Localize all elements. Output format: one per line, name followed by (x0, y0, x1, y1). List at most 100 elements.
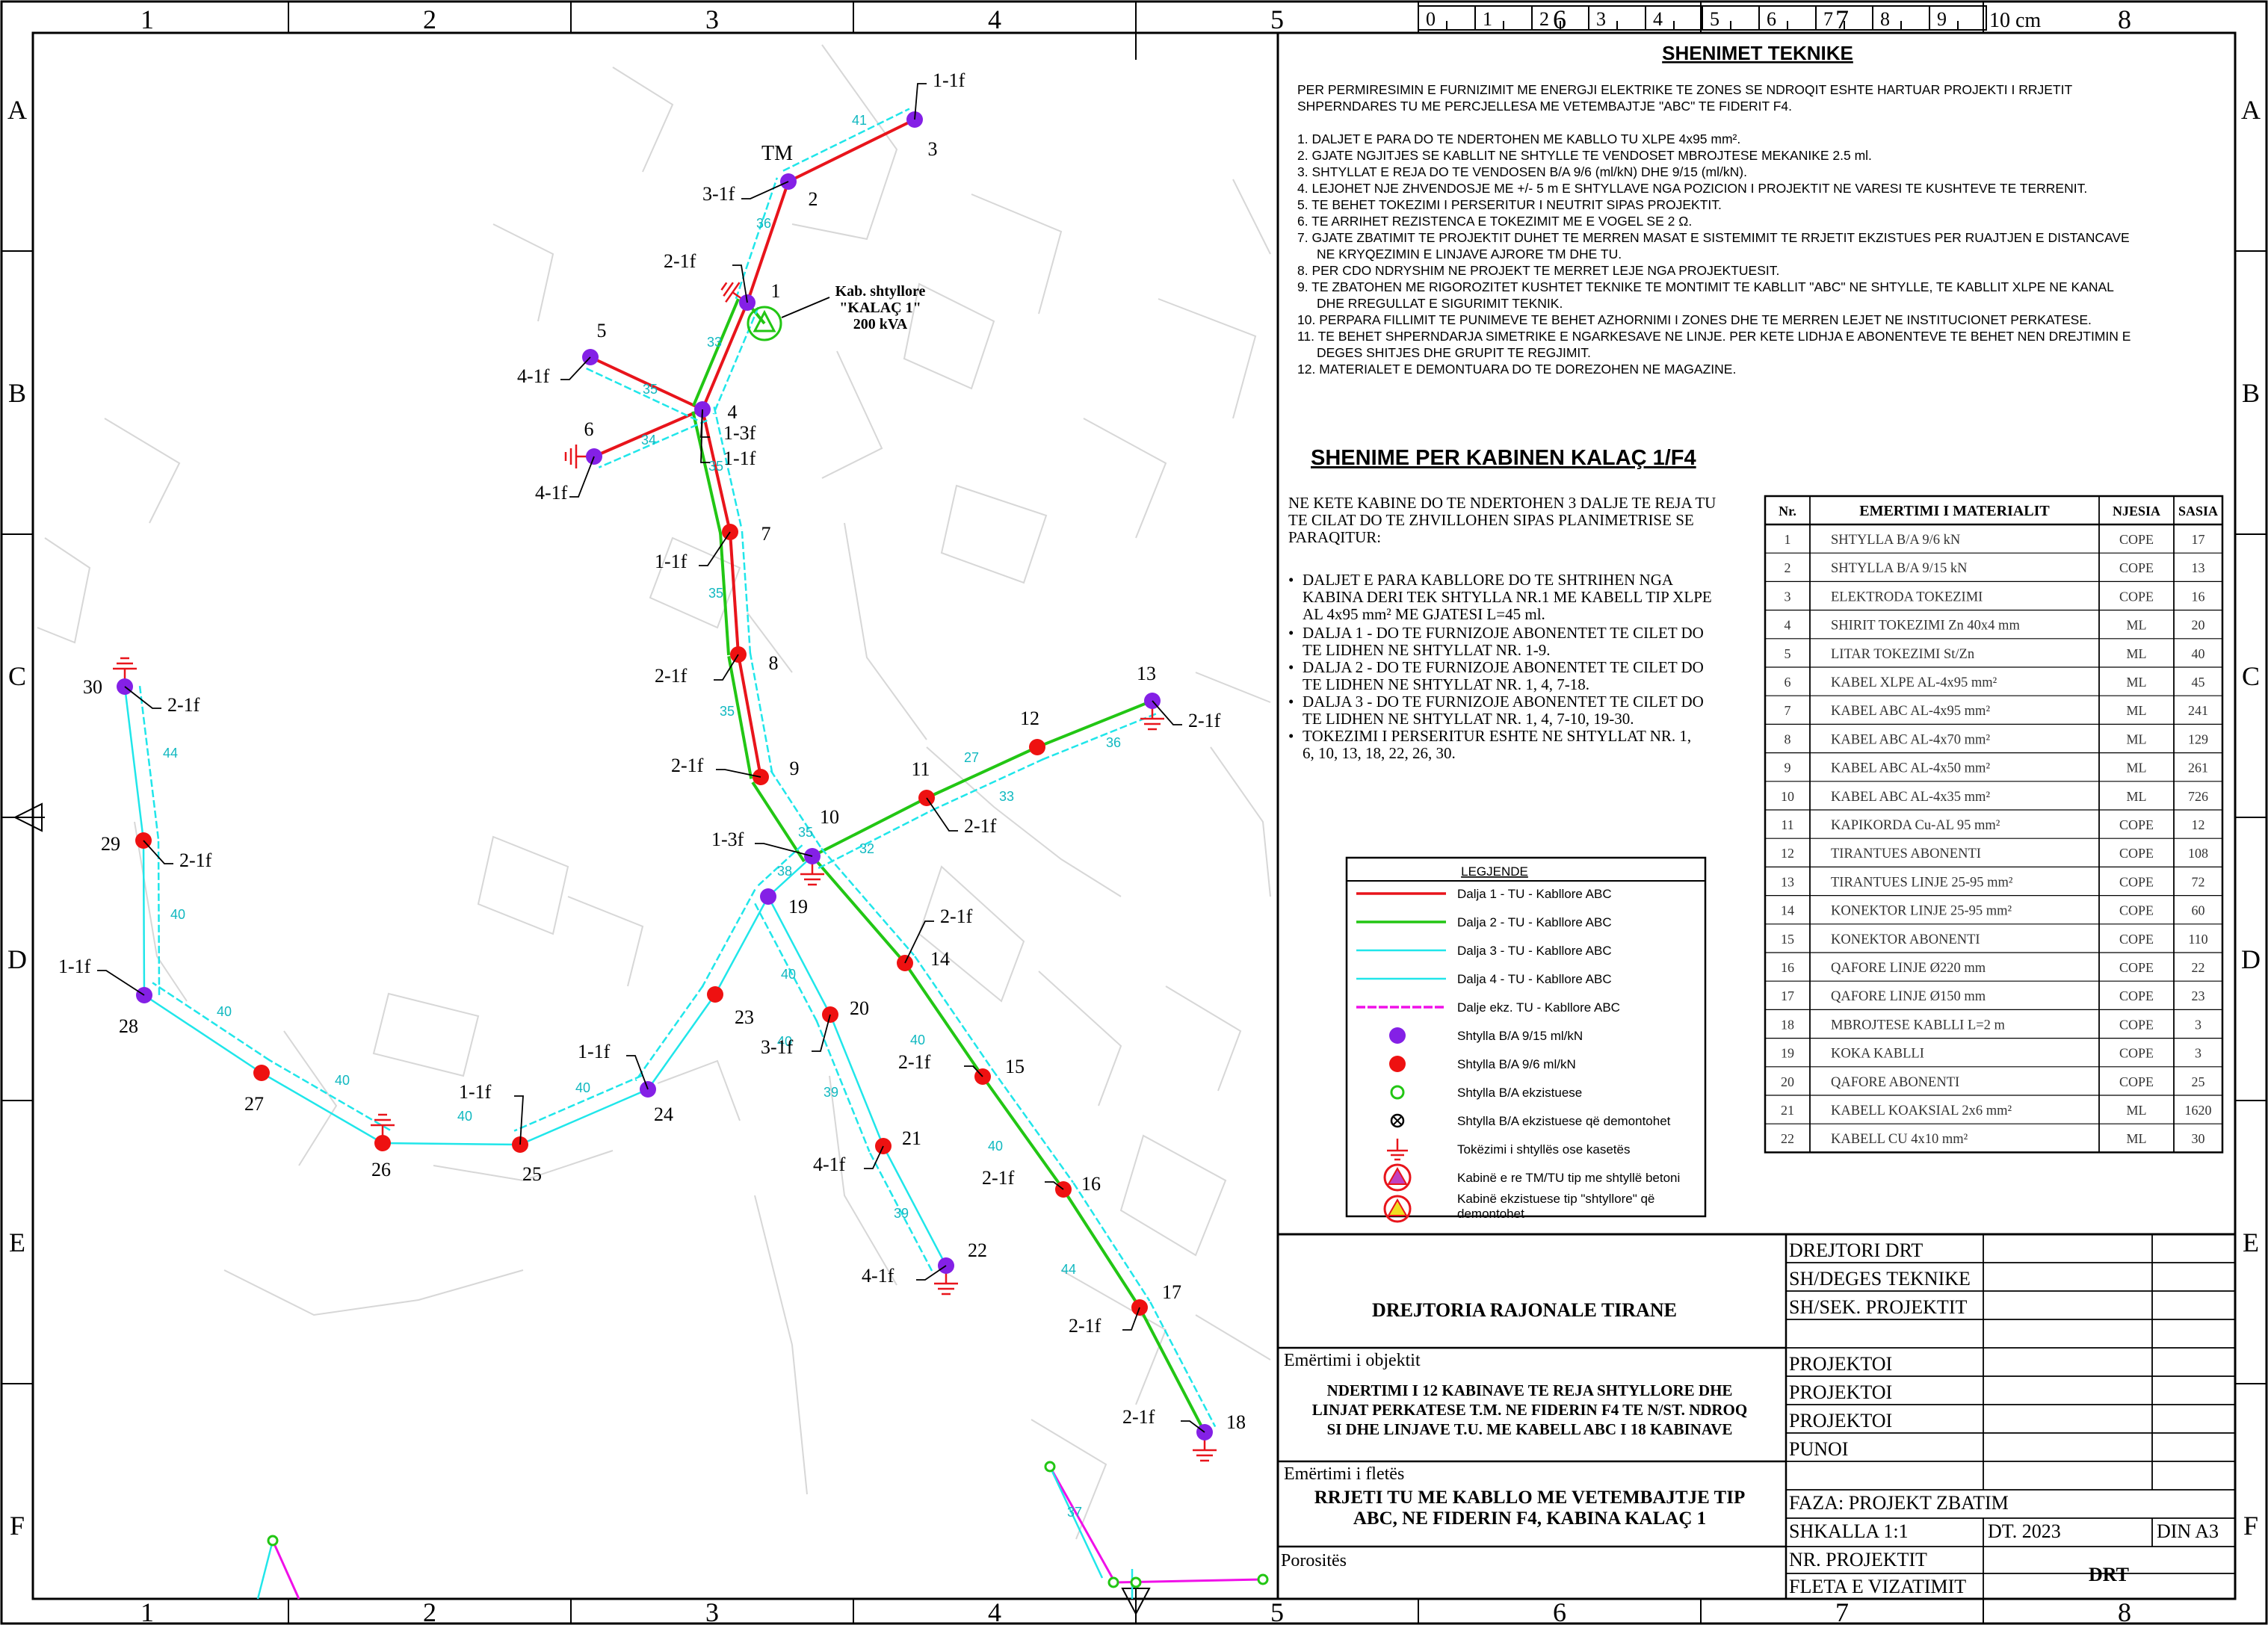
line-dalja-1 (746, 181, 790, 303)
line-dalja-3 (142, 840, 146, 996)
table-cell: 7 (1785, 703, 1791, 718)
span-length-label: 40 (217, 1004, 232, 1019)
technical-notes: SHENIMET TEKNIKE PER PERMIRESIMIN E FURN… (1297, 42, 2131, 377)
leader-line (914, 83, 927, 120)
pole-connection-code: 1-1f (58, 956, 91, 977)
table-cell: COPE (2119, 932, 2154, 947)
crossed-ring-x (1392, 1115, 1403, 1126)
table-cell: 12 (2192, 817, 2205, 832)
ruler-tick-label: 4 (1653, 8, 1663, 30)
span-length-label: 44 (163, 746, 178, 761)
pole-number-label: 11 (911, 758, 930, 780)
table-cell: 20 (1781, 1074, 1794, 1089)
line-dalja-3 (882, 1145, 948, 1266)
leader-line (904, 920, 934, 964)
legend-item-label: Dalja 1 - TU - Kabllore ABC (1457, 887, 1612, 901)
pole-number-label: 28 (119, 1015, 138, 1037)
bullet-icon: • (1288, 624, 1294, 642)
grid-col-label-bottom: 3 (705, 1597, 719, 1625)
grid-row-label-right: A (2241, 95, 2261, 125)
line-dalja-3 (713, 406, 743, 530)
technical-note-item: 12. MATERIALET E DEMONTUARA DO TE DOREZO… (1297, 362, 1736, 377)
technical-note-item: 5. TE BEHET TOKEZIMI I PERSERITUR I NEUT… (1297, 197, 1722, 212)
span-length-label: 35 (720, 704, 735, 719)
table-cell: LITAR TOKEZIMI St/Zn (1831, 647, 1974, 662)
table-cell: 21 (1781, 1103, 1794, 1118)
table-header-cell: EMERTIMI I MATERIALIT (1859, 503, 2050, 519)
ruler-tick-label: 7 (1823, 8, 1833, 30)
technical-note-item: 2. GJATE NGJITJES SE KABLLIT NE SHTYLLE … (1297, 148, 1872, 163)
table-cell: 14 (1781, 903, 1794, 918)
client-label: Porositës (1281, 1551, 1347, 1570)
pole-number-label: 19 (788, 896, 808, 917)
line-dalja-1 (590, 356, 703, 411)
pole-number-label: 24 (654, 1104, 673, 1125)
line-dalja-3 (1149, 1301, 1217, 1428)
legend-title: LEGJENDE (1461, 864, 1528, 879)
line-dalja-4 (754, 903, 818, 1022)
grid-col-label-bottom: 7 (1835, 1597, 1849, 1625)
span-length-label: 40 (335, 1073, 350, 1088)
table-cell: 11 (1781, 817, 1793, 832)
legend-item-label: Dalja 3 - TU - Kabllore ABC (1457, 944, 1612, 958)
grounding-icon (934, 1266, 958, 1296)
sheet-number-label: FLETA E VIZATIMIT (1789, 1576, 1966, 1597)
line-dalja-3 (931, 758, 1044, 811)
table-cell: 12 (1781, 846, 1794, 861)
table-cell: COPE (2119, 1046, 2154, 1061)
table-cell: 60 (2192, 903, 2205, 918)
old-cabin-triangle (1387, 1198, 1408, 1216)
grid-row-label-left: C (8, 661, 26, 691)
grid-col-label-bottom: 1 (140, 1597, 154, 1625)
span-length-label: 41 (852, 113, 867, 128)
date-label: DT. 2023 (1988, 1520, 2061, 1542)
span-length-label: 39 (824, 1085, 838, 1100)
pole-number-label: 9 (790, 758, 800, 779)
leader-line (732, 264, 748, 303)
pole-connection-code: 2-1f (898, 1051, 931, 1073)
crossed-ring-icon (1390, 1113, 1405, 1128)
pole-number-label: 2 (809, 188, 818, 210)
table-header-cell: NJESIA (2113, 504, 2160, 519)
pole-connection-code: 2-1f (664, 250, 696, 272)
grid-row-label-left: B (8, 378, 26, 408)
table-cell: KABEL XLPE AL-4x95 mm² (1831, 675, 1997, 690)
table-cell: 20 (2192, 618, 2205, 633)
table-cell: 9 (1785, 761, 1791, 776)
title-block-role: PUNOI (1789, 1438, 1848, 1460)
cadastral-background (37, 44, 1271, 1540)
line-dalja-3 (818, 808, 933, 870)
line-dalja-4-existing (1048, 1466, 1104, 1579)
span-length-label: 37 (1067, 1505, 1082, 1520)
table-cell: ML (2127, 789, 2147, 804)
span-length-label: 35 (708, 459, 723, 474)
line-dalja-4 (701, 888, 756, 988)
table-cell: COPE (2119, 1074, 2154, 1089)
line-dalja-1 (701, 409, 732, 533)
line-dalja-2 (1036, 699, 1153, 749)
table-cell: 16 (2192, 589, 2205, 604)
table-cell: ML (2127, 646, 2147, 661)
pole-number-label: 30 (83, 676, 102, 698)
table-cell: 110 (2188, 932, 2207, 947)
pole-number-label: 6 (584, 418, 594, 440)
line-dalja-2 (727, 655, 753, 779)
line-dalja-3 (1072, 1182, 1151, 1302)
cabin-notes-bullet-line: TE LIDHEN NE SHTYLLAT NR. 1, 4, 7-18. (1303, 675, 1589, 693)
cabin-notes-bullet-line: DALJA 2 - DO TE FURNIZOJE ABONENTET TE C… (1303, 658, 1704, 676)
table-cell: ML (2127, 761, 2147, 776)
span-length-label: 40 (988, 1139, 1003, 1154)
table-cell: 13 (1781, 874, 1794, 889)
technical-note-item: 7. GJATE ZBATIMIT TE PROJEKTIT DUHET TE … (1297, 230, 2130, 245)
pole-number-label: 25 (522, 1163, 542, 1185)
line-dalja-3 (767, 855, 813, 897)
table-cell: 129 (2188, 731, 2208, 746)
span-length-label: 33 (707, 335, 722, 350)
table-cell: 25 (2192, 1074, 2205, 1089)
grid-col-label-top: 5 (1270, 4, 1284, 34)
span-length-label: 35 (798, 825, 813, 840)
line-dalja-3 (770, 770, 824, 850)
object-name-line: SI DHE LINJAVE T.U. ME KABELL ABC I 18 K… (1327, 1420, 1733, 1438)
leader-line (741, 181, 789, 199)
table-cell: KABEL ABC AL-4x35 mm² (1831, 790, 1990, 805)
